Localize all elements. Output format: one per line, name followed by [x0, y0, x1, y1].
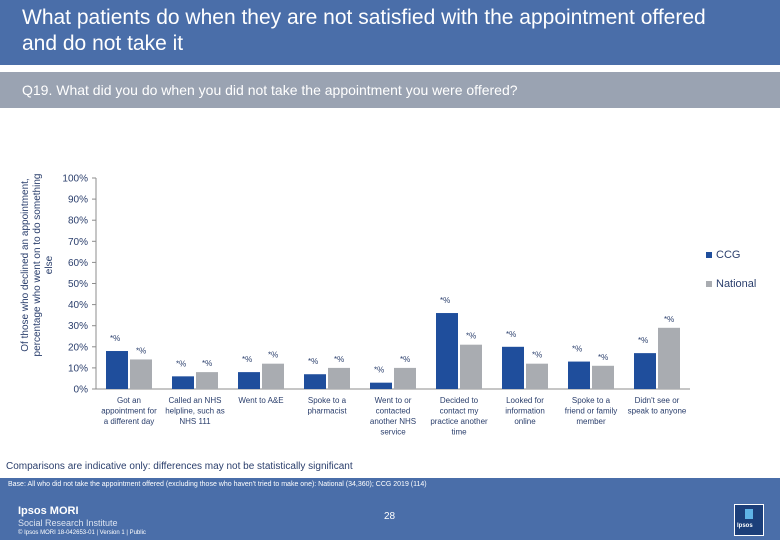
y-tick-label: 100% — [62, 174, 88, 185]
legend-national-label: National — [716, 278, 757, 290]
base-text: Base: All who did not take the appointme… — [8, 481, 427, 488]
category-label-2: Went to A&E — [238, 396, 283, 405]
y-tick-label: 30% — [68, 321, 88, 332]
bar-national-4 — [394, 367, 416, 389]
y-tick-label: 10% — [68, 363, 88, 374]
legend-national-swatch — [706, 281, 712, 288]
category-label-3: Spoke to a pharmacist — [307, 396, 347, 416]
y-tick-label: 40% — [68, 300, 88, 311]
logo-mark — [745, 509, 753, 519]
y-tick-label: 0% — [74, 385, 89, 396]
bar-national-0 — [130, 359, 152, 389]
data-label-national-0: *% — [136, 346, 146, 355]
question-band: Q19. What did you do when you did not ta… — [0, 72, 780, 108]
page-title: What patients do when they are not satis… — [22, 6, 706, 55]
logo-name: Ipsos MORI — [18, 505, 79, 517]
bar-ccg-8 — [634, 353, 656, 389]
header-banner: What patients do when they are not satis… — [0, 0, 780, 65]
y-tick-label: 20% — [68, 342, 88, 353]
bar-ccg-2 — [238, 372, 260, 389]
data-label-national-4: *% — [400, 355, 410, 364]
data-label-ccg-4: *% — [374, 366, 384, 375]
legend-ccg-swatch — [706, 252, 712, 259]
bar-national-7 — [592, 365, 614, 389]
footer: Base: All who did not take the appointme… — [0, 478, 780, 540]
y-tick-label: 90% — [68, 195, 88, 206]
data-label-ccg-6: *% — [506, 330, 516, 339]
copyright: © Ipsos MORI 18-042653-01 | Version 1 | … — [18, 530, 146, 536]
bar-ccg-7 — [568, 361, 590, 389]
data-label-national-7: *% — [598, 353, 608, 362]
bar-ccg-1 — [172, 376, 194, 389]
data-label-national-6: *% — [532, 351, 542, 360]
data-label-ccg-7: *% — [572, 345, 582, 354]
category-label-6: Looked for information online — [505, 396, 545, 426]
logo-subtitle: Social Research Institute — [18, 518, 118, 528]
data-label-national-1: *% — [202, 359, 212, 368]
data-label-ccg-5: *% — [440, 296, 450, 305]
bar-ccg-4 — [370, 382, 392, 389]
data-label-national-5: *% — [466, 332, 476, 341]
question-text: Q19. What did you do when you did not ta… — [22, 82, 518, 98]
bar-ccg-3 — [304, 374, 326, 389]
corner-logo-text: Ipsos — [737, 523, 753, 529]
bar-national-3 — [328, 367, 350, 389]
bar-ccg-0 — [106, 351, 128, 389]
bar-national-1 — [196, 372, 218, 389]
category-label-8: Didn't see or speak to anyone — [628, 396, 687, 416]
y-tick-label: 50% — [68, 279, 88, 290]
bar-national-6 — [526, 363, 548, 389]
data-label-national-2: *% — [268, 351, 278, 360]
bar-chart: 0% 10% 20% 30% 40% 50% 60% 70% 80% 90% 100% *% *% Got… — [62, 174, 690, 437]
bar-ccg-6 — [502, 346, 524, 389]
footnote: Comparisons are indicative only: differe… — [6, 461, 353, 472]
data-label-national-3: *% — [334, 355, 344, 364]
legend-ccg-label: CCG — [716, 249, 741, 261]
category-label-7: Spoke to a friend or family member — [565, 396, 617, 426]
data-label-ccg-8: *% — [638, 336, 648, 345]
bar-national-2 — [262, 363, 284, 389]
category-label-5: Decided to contact my practice another time — [430, 396, 488, 437]
category-label-4: Went to or contacted another NHS service — [370, 396, 416, 437]
category-label-1: Called an NHS helpline, such as NHS 111 — [165, 396, 225, 426]
y-tick-label: 60% — [68, 258, 88, 269]
y-tick-label: 70% — [68, 237, 88, 248]
legend-ccg: CCG — [706, 249, 740, 261]
ipsos-logo-icon: Ipsos — [734, 504, 764, 536]
data-label-ccg-0: *% — [110, 334, 120, 343]
page-number: 28 — [384, 511, 396, 522]
data-label-ccg-2: *% — [242, 355, 252, 364]
bar-national-5 — [460, 344, 482, 389]
legend-national: National — [706, 278, 756, 290]
bar-ccg-5 — [436, 313, 458, 389]
category-label-0: Got an appointment for a different day — [101, 396, 157, 426]
data-label-ccg-3: *% — [308, 357, 318, 366]
bar-national-8 — [658, 327, 680, 389]
data-label-ccg-1: *% — [176, 359, 186, 368]
data-label-national-8: *% — [664, 315, 674, 324]
y-tick-label: 80% — [68, 216, 88, 227]
